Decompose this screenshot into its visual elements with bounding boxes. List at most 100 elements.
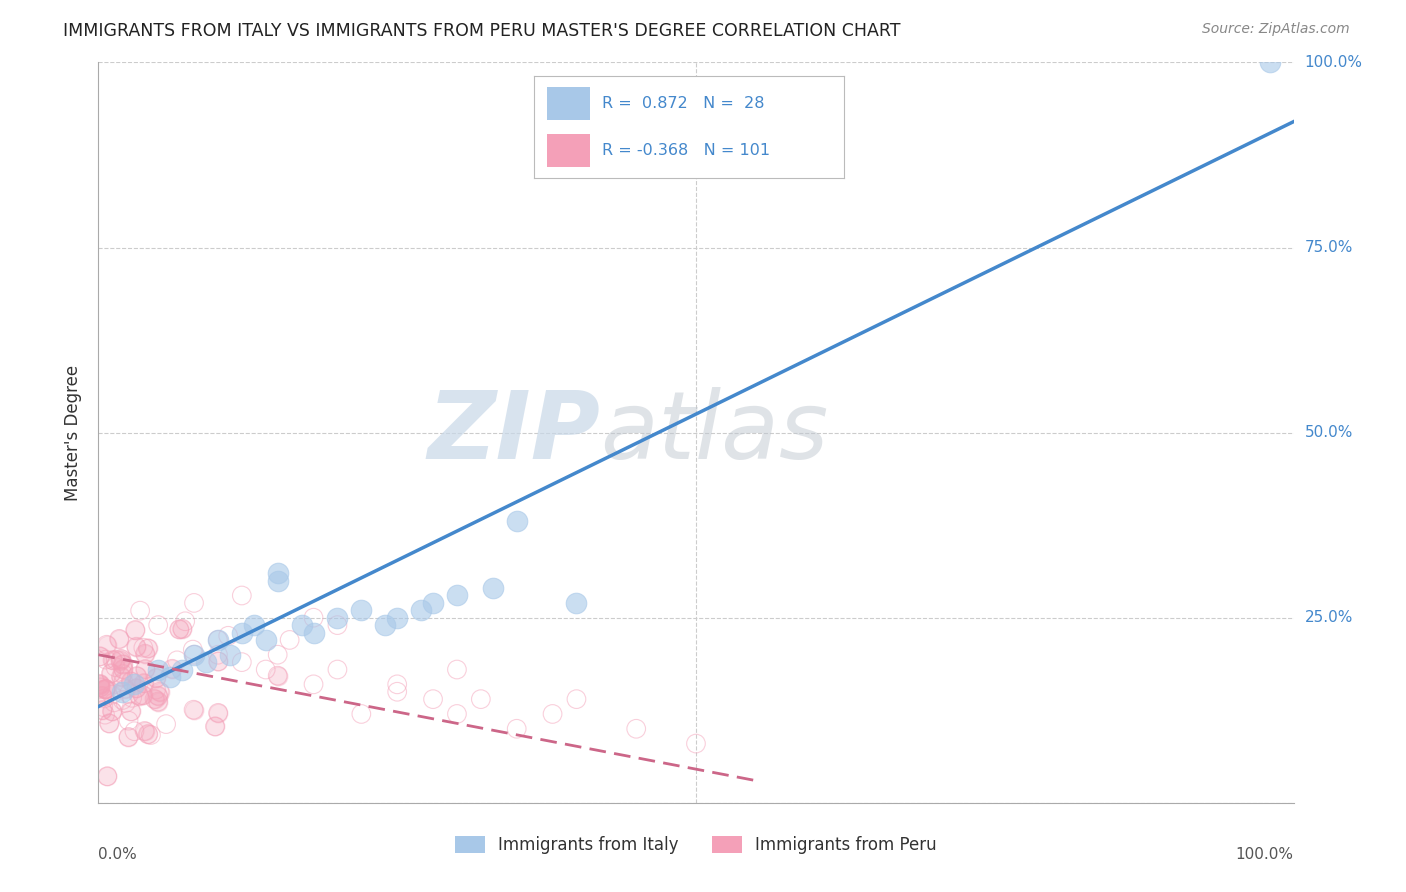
Point — [94, 682, 117, 697]
Point — [302, 625, 325, 640]
Point — [136, 727, 159, 741]
Point — [181, 642, 204, 657]
Point — [174, 614, 197, 628]
Point — [125, 669, 148, 683]
Point — [254, 632, 277, 647]
Point — [204, 719, 226, 733]
Text: Source: ZipAtlas.com: Source: ZipAtlas.com — [1202, 22, 1350, 37]
Point — [374, 618, 396, 632]
Point — [89, 680, 111, 694]
Point — [207, 655, 229, 669]
Point — [326, 663, 349, 677]
Point — [267, 668, 290, 682]
Point — [148, 684, 170, 698]
Text: 100.0%: 100.0% — [1305, 55, 1362, 70]
Point — [120, 674, 142, 689]
Point — [350, 603, 373, 617]
Point — [91, 700, 114, 714]
Point — [101, 704, 124, 718]
Point — [94, 682, 117, 697]
Point — [160, 662, 183, 676]
Point — [155, 717, 177, 731]
Point — [89, 678, 111, 692]
Point — [183, 596, 205, 610]
Point — [254, 663, 277, 677]
Point — [89, 677, 111, 691]
Point — [110, 652, 132, 666]
Bar — [547, 87, 591, 120]
Text: IMMIGRANTS FROM ITALY VS IMMIGRANTS FROM PERU MASTER'S DEGREE CORRELATION CHART: IMMIGRANTS FROM ITALY VS IMMIGRANTS FROM… — [63, 22, 901, 40]
Text: atlas: atlas — [600, 387, 828, 478]
Point — [134, 724, 156, 739]
Point — [231, 655, 253, 669]
Point — [207, 632, 229, 647]
Point — [120, 704, 142, 718]
Point — [118, 687, 141, 701]
Point — [145, 671, 167, 685]
Point — [93, 691, 115, 706]
Point — [110, 653, 132, 667]
Point — [136, 641, 159, 656]
Point — [267, 566, 290, 581]
Point — [108, 632, 131, 646]
Point — [385, 610, 409, 624]
Point — [117, 730, 139, 744]
Point — [111, 657, 134, 672]
Point — [217, 629, 239, 643]
Point — [541, 706, 564, 721]
Point — [267, 648, 290, 662]
Point — [89, 649, 111, 664]
Point — [134, 662, 156, 676]
Point — [146, 689, 169, 703]
Point — [103, 695, 125, 709]
Point — [117, 730, 139, 744]
Point — [243, 618, 266, 632]
Point — [207, 632, 229, 647]
Point — [96, 638, 118, 652]
Point — [160, 662, 183, 676]
Point — [172, 622, 194, 636]
Text: R =  0.872   N =  28: R = 0.872 N = 28 — [602, 96, 765, 111]
Point — [129, 604, 152, 618]
Point — [143, 692, 166, 706]
Point — [470, 692, 492, 706]
Point — [100, 666, 122, 681]
Point — [94, 682, 117, 697]
Point — [100, 666, 122, 681]
Point — [159, 670, 181, 684]
Point — [98, 716, 121, 731]
Point — [139, 728, 162, 742]
Point — [685, 737, 707, 751]
Point — [326, 610, 349, 624]
Point — [145, 682, 167, 697]
Point — [481, 581, 505, 595]
Point — [267, 574, 290, 588]
Point — [125, 681, 148, 696]
Point — [110, 669, 132, 683]
Point — [132, 688, 155, 702]
Point — [120, 704, 142, 718]
Point — [326, 618, 349, 632]
Point — [91, 689, 114, 703]
Point — [231, 625, 253, 640]
Legend: Immigrants from Italy, Immigrants from Peru: Immigrants from Italy, Immigrants from P… — [449, 830, 943, 861]
Point — [114, 696, 136, 710]
Point — [125, 640, 148, 654]
Point — [98, 716, 121, 731]
Point — [128, 689, 150, 703]
Point — [110, 653, 132, 667]
Point — [134, 647, 156, 661]
Point — [125, 640, 148, 654]
Point — [446, 589, 468, 603]
Point — [167, 623, 190, 637]
Point — [117, 714, 139, 728]
Point — [291, 618, 314, 632]
Point — [101, 653, 124, 667]
Text: 100.0%: 100.0% — [1236, 847, 1294, 863]
Point — [183, 703, 205, 717]
Point — [124, 623, 146, 637]
Point — [350, 706, 373, 721]
Point — [278, 632, 301, 647]
Point — [112, 662, 135, 676]
Point — [207, 706, 229, 720]
